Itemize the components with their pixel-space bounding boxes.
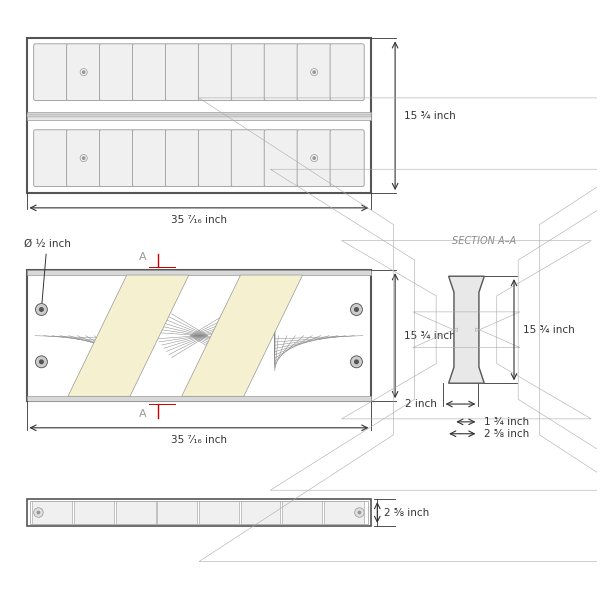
Bar xyxy=(241,501,280,524)
Bar xyxy=(26,112,371,119)
Circle shape xyxy=(40,360,43,364)
Text: 2 ⅝ inch: 2 ⅝ inch xyxy=(385,508,430,518)
Bar xyxy=(282,501,322,524)
Circle shape xyxy=(355,360,358,364)
FancyBboxPatch shape xyxy=(231,130,265,187)
Circle shape xyxy=(35,356,47,368)
Bar xyxy=(26,396,371,401)
Circle shape xyxy=(313,157,316,160)
Circle shape xyxy=(82,71,85,73)
FancyBboxPatch shape xyxy=(264,130,298,187)
FancyBboxPatch shape xyxy=(231,44,265,100)
Bar xyxy=(74,501,114,524)
Circle shape xyxy=(34,508,43,517)
Text: SECTION A–A: SECTION A–A xyxy=(452,236,517,245)
Bar xyxy=(116,501,155,524)
Circle shape xyxy=(37,511,40,514)
FancyBboxPatch shape xyxy=(199,44,232,100)
FancyBboxPatch shape xyxy=(297,130,331,187)
Circle shape xyxy=(350,304,362,316)
Text: 15 ¾ inch: 15 ¾ inch xyxy=(404,331,456,341)
FancyBboxPatch shape xyxy=(166,130,200,187)
Text: 15 ¾ inch: 15 ¾ inch xyxy=(523,325,575,335)
Text: A: A xyxy=(139,252,146,262)
Circle shape xyxy=(358,511,361,514)
FancyBboxPatch shape xyxy=(34,44,68,100)
FancyBboxPatch shape xyxy=(199,130,232,187)
Bar xyxy=(26,499,371,526)
Bar xyxy=(157,501,197,524)
Text: 15 ¾ inch: 15 ¾ inch xyxy=(404,111,456,121)
Bar xyxy=(26,270,371,275)
FancyBboxPatch shape xyxy=(264,44,298,100)
FancyBboxPatch shape xyxy=(133,44,167,100)
FancyBboxPatch shape xyxy=(297,44,331,100)
Bar xyxy=(26,38,371,193)
Text: A: A xyxy=(139,409,146,419)
FancyBboxPatch shape xyxy=(100,44,134,100)
Polygon shape xyxy=(449,276,484,383)
FancyBboxPatch shape xyxy=(34,130,68,187)
Circle shape xyxy=(313,71,316,73)
Polygon shape xyxy=(68,275,189,396)
Text: 35 ⁷⁄₁₆ inch: 35 ⁷⁄₁₆ inch xyxy=(171,435,227,445)
Bar xyxy=(26,270,371,401)
Text: 2 ⅝ inch: 2 ⅝ inch xyxy=(484,429,530,439)
FancyBboxPatch shape xyxy=(67,130,101,187)
Polygon shape xyxy=(182,275,302,396)
Circle shape xyxy=(40,308,43,311)
Circle shape xyxy=(355,308,358,311)
Text: Ø ½ inch: Ø ½ inch xyxy=(23,238,70,307)
Text: 35 ⁷⁄₁₆ inch: 35 ⁷⁄₁₆ inch xyxy=(171,215,227,225)
Bar xyxy=(32,501,73,524)
FancyBboxPatch shape xyxy=(330,44,364,100)
Bar xyxy=(324,501,364,524)
Circle shape xyxy=(82,157,85,160)
FancyBboxPatch shape xyxy=(67,44,101,100)
FancyBboxPatch shape xyxy=(166,44,200,100)
Circle shape xyxy=(35,304,47,316)
Bar xyxy=(199,501,239,524)
Bar xyxy=(26,114,371,116)
Bar xyxy=(29,501,368,524)
Circle shape xyxy=(355,508,364,517)
FancyBboxPatch shape xyxy=(133,130,167,187)
FancyBboxPatch shape xyxy=(330,130,364,187)
Circle shape xyxy=(350,356,362,368)
FancyBboxPatch shape xyxy=(100,130,134,187)
Text: 2 inch: 2 inch xyxy=(405,399,437,409)
Text: 1 ¾ inch: 1 ¾ inch xyxy=(484,417,529,427)
